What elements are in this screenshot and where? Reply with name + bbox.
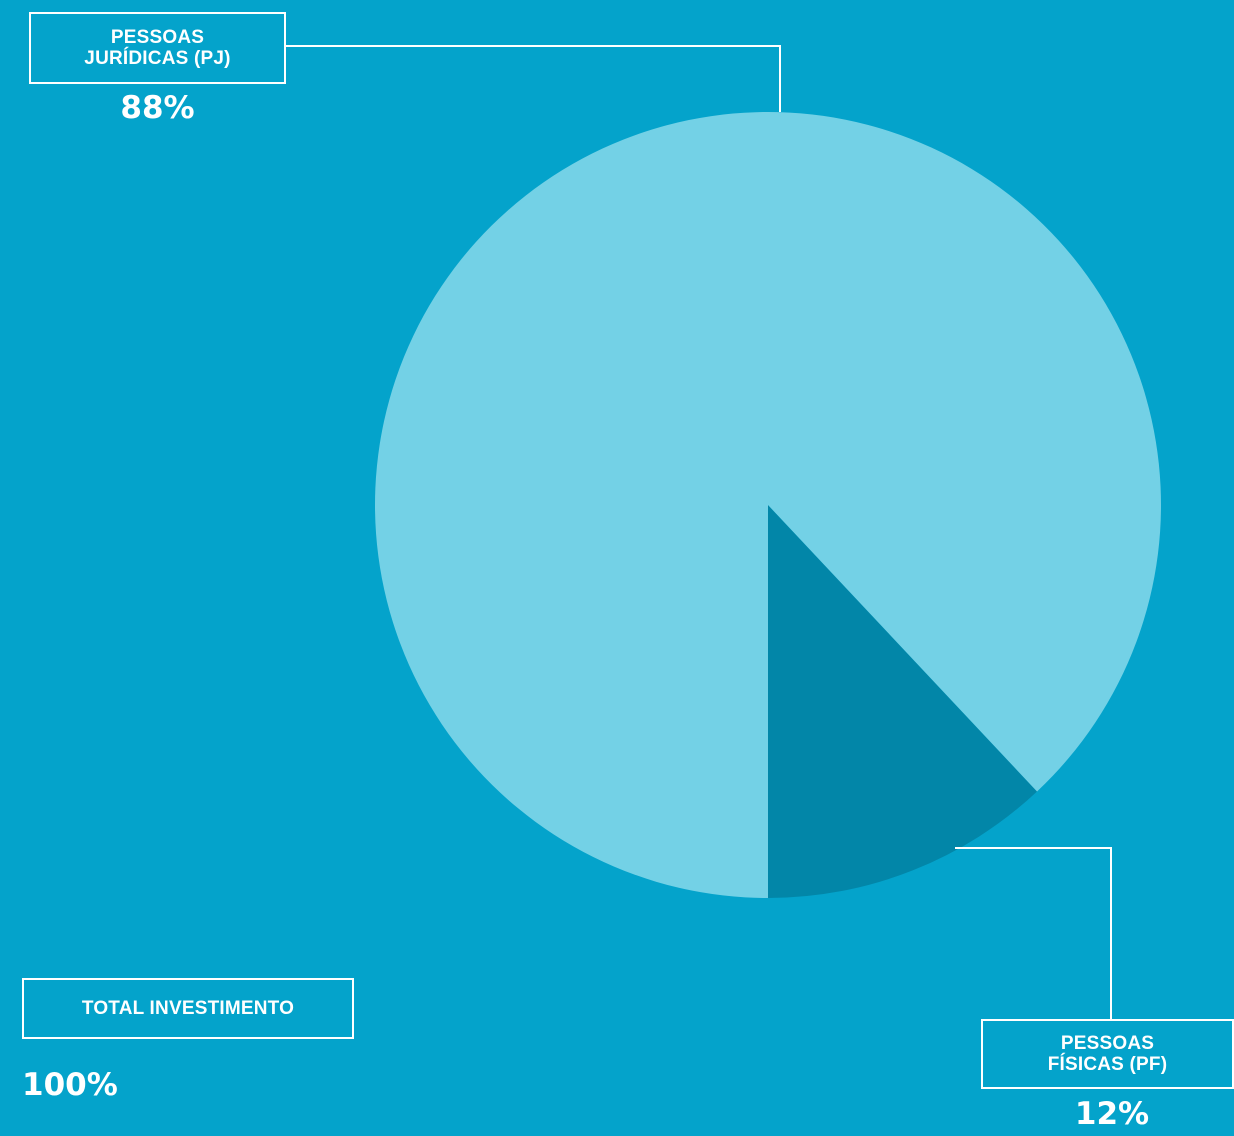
pf-leader-line xyxy=(955,847,1112,1019)
pie-slice-pj xyxy=(374,111,1161,899)
total-label: TOTAL INVESTIMENTO xyxy=(22,978,354,1039)
total-percentage: 100% xyxy=(22,1067,118,1103)
pf-percentage: 12% xyxy=(1074,1096,1150,1132)
pj-label-text: PESSOAS JURÍDICAS (PJ) xyxy=(84,27,231,69)
legend-label-pj: PESSOAS JURÍDICAS (PJ) xyxy=(29,12,286,84)
pj-percentage: 88% xyxy=(120,90,195,126)
legend-label-pf: PESSOAS FÍSICAS (PF) xyxy=(981,1019,1234,1089)
pie-slice-pf xyxy=(768,505,1038,898)
pie-slices xyxy=(374,111,1161,899)
leader-lines xyxy=(286,45,1112,1019)
pf-label-text: PESSOAS FÍSICAS (PF) xyxy=(1047,1033,1168,1075)
pj-leader-line xyxy=(286,45,781,112)
total-label-text: TOTAL INVESTIMENTO xyxy=(81,998,295,1019)
